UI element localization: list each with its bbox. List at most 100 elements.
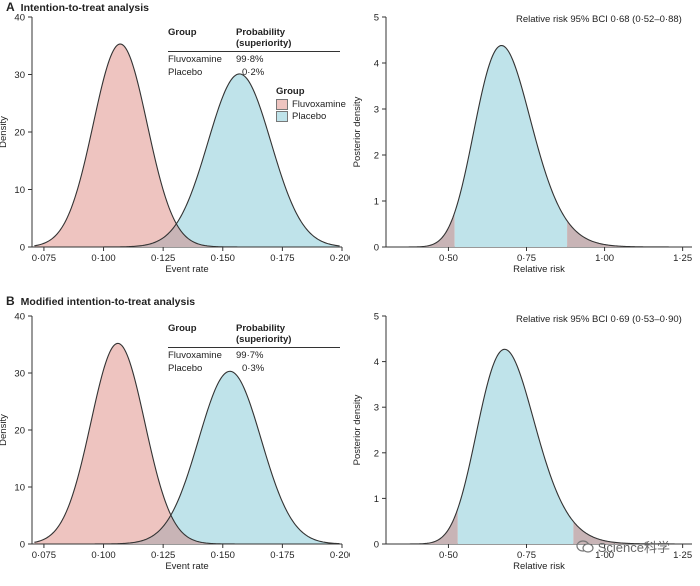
x-tick-label: 0·175 (270, 550, 294, 561)
fluvoxamine-density-area (34, 44, 340, 247)
fluvoxamine-density-line (34, 43, 340, 248)
table-cell-probability: 0·3% (242, 363, 265, 374)
legend-swatch-fluvoxamine (276, 99, 288, 110)
panel-b-title: B Modified intention-to-treat analysis (6, 294, 195, 308)
x-tick-label: 0·175 (270, 253, 294, 264)
x-tick-label: 0·150 (211, 550, 235, 561)
y-axis-label: Posterior density (352, 96, 363, 167)
panel-a-bci-annotation: Relative risk 95% BCI 0·68 (0·52–0·88) (516, 14, 682, 25)
chat-bubble-icon (576, 539, 594, 553)
x-tick-label: 0·200 (330, 550, 350, 561)
legend-item: Placebo (276, 111, 346, 122)
fluvoxamine-density-area (34, 343, 340, 544)
table-header: Group Probability (superiority) (168, 27, 340, 52)
table-cell-group: Fluvoxamine (168, 350, 222, 361)
y-tick-label: 0 (20, 243, 25, 254)
legend-swatch-placebo (276, 111, 288, 122)
x-tick-label: 0·200 (330, 253, 350, 264)
table-row: Fluvoxamine 99·7% (168, 350, 346, 361)
panel-a-probability-table: Group Probability (superiority) Fluvoxam… (168, 27, 346, 78)
y-tick-label: 0 (20, 540, 25, 551)
table-cell-probability: 0·2% (242, 67, 265, 78)
table-row: Placebo 0·2% (168, 67, 346, 78)
y-tick-label: 30 (14, 70, 25, 81)
lower-tail-area (404, 212, 455, 247)
x-tick-label: 1·25 (673, 550, 692, 561)
x-tick-label: 0·75 (517, 253, 536, 264)
legend-label: Placebo (292, 111, 327, 122)
panel-b-probability-table: Group Probability (superiority) Fluvoxam… (168, 323, 346, 374)
panel-a-letter: A (6, 0, 15, 14)
y-tick-label: 0 (374, 540, 379, 551)
y-axis-label: Density (0, 116, 9, 148)
y-tick-label: 1 (374, 494, 379, 505)
watermark-text: Science科学 (597, 540, 670, 555)
y-tick-label: 30 (14, 369, 25, 380)
y-tick-label: 4 (374, 357, 379, 368)
x-tick-label: 0·075 (32, 253, 56, 264)
chart-a-event-rate: 0 10 20 30 40 0·075 0·100 0·125 0·150 0·175 0·200 E… (0, 13, 350, 276)
x-tick-label: 0·75 (517, 550, 536, 561)
x-tick-label: 0·075 (32, 550, 56, 561)
credible-interval-area (454, 45, 568, 247)
x-tick-label: 1·25 (673, 253, 692, 264)
fluvoxamine-density-line (34, 342, 340, 545)
x-tick-label: 0·100 (91, 550, 115, 561)
chart-a-relative-risk: 0 1 2 3 4 5 0·50 0·75 1·00 1·25 Relative risk Poste… (352, 13, 692, 276)
panel-b-title-text: Modified intention-to-treat analysis (20, 296, 196, 308)
y-axis-label: Posterior density (352, 394, 363, 465)
legend-label: Fluvoxamine (292, 99, 346, 110)
table-cell-probability: 99·7% (236, 350, 264, 361)
x-tick-label: 1·00 (595, 253, 614, 264)
x-tick-label: 0·50 (439, 550, 458, 561)
y-tick-label: 2 (374, 151, 379, 162)
y-tick-label: 3 (374, 403, 379, 414)
table-header-probability: Probability (superiority) (236, 27, 292, 49)
y-tick-label: 40 (14, 13, 25, 24)
overlap-density-area (34, 224, 340, 247)
y-tick-label: 0 (374, 243, 379, 254)
x-tick-label: 0·150 (211, 253, 235, 264)
table-cell-probability: 99·8% (236, 54, 264, 65)
table-header-group: Group (168, 27, 197, 38)
posterior-density-line (404, 44, 686, 248)
x-axis-label: Relative risk (513, 561, 565, 572)
chart-legend: Group Fluvoxamine Placebo (276, 86, 346, 122)
table-header: Group Probability (superiority) (168, 323, 340, 348)
y-tick-label: 20 (14, 128, 25, 139)
legend-item: Fluvoxamine (276, 99, 346, 110)
legend-title: Group (276, 86, 305, 97)
x-tick-label: 0·50 (439, 253, 458, 264)
y-tick-label: 10 (14, 185, 25, 196)
x-tick-label: 0·125 (151, 253, 175, 264)
table-header-probability: Probability (superiority) (236, 323, 292, 345)
table-row: Fluvoxamine 99·8% (168, 54, 346, 65)
y-tick-label: 5 (374, 312, 379, 323)
y-tick-label: 20 (14, 426, 25, 437)
x-axis-label: Event rate (165, 264, 208, 275)
y-tick-label: 3 (374, 105, 379, 116)
x-tick-label: 1·00 (595, 550, 614, 561)
y-tick-label: 4 (374, 59, 379, 70)
table-row: Placebo 0·3% (168, 363, 346, 374)
chart-b-relative-risk: 0 1 2 3 4 5 0·50 0·75 1·00 1·25 Relative risk Poste… (352, 312, 692, 573)
table-cell-group: Fluvoxamine (168, 54, 222, 65)
y-tick-label: 1 (374, 197, 379, 208)
y-tick-label: 2 (374, 448, 379, 459)
upper-tail-area (567, 220, 686, 247)
y-tick-label: 40 (14, 312, 25, 323)
y-axis-label: Density (0, 414, 9, 446)
x-axis-label: Event rate (165, 561, 208, 572)
panel-a-title-text: Intention-to-treat analysis (20, 2, 150, 14)
placebo-density-line (34, 73, 340, 248)
panel-a-title: A Intention-to-treat analysis (6, 0, 149, 14)
overlap-density-area (34, 515, 340, 544)
y-tick-label: 10 (14, 483, 25, 494)
watermark: Science科学 (576, 537, 670, 556)
upper-tail-area (573, 521, 686, 544)
table-cell-group: Placebo (168, 67, 203, 78)
table-cell-group: Placebo (168, 363, 203, 374)
x-axis-label: Relative risk (513, 264, 565, 275)
x-tick-label: 0·100 (91, 253, 115, 264)
chart-b-event-rate: 0 10 20 30 40 0·075 0·100 0·125 0·150 0·175 0·200 E… (0, 312, 350, 573)
